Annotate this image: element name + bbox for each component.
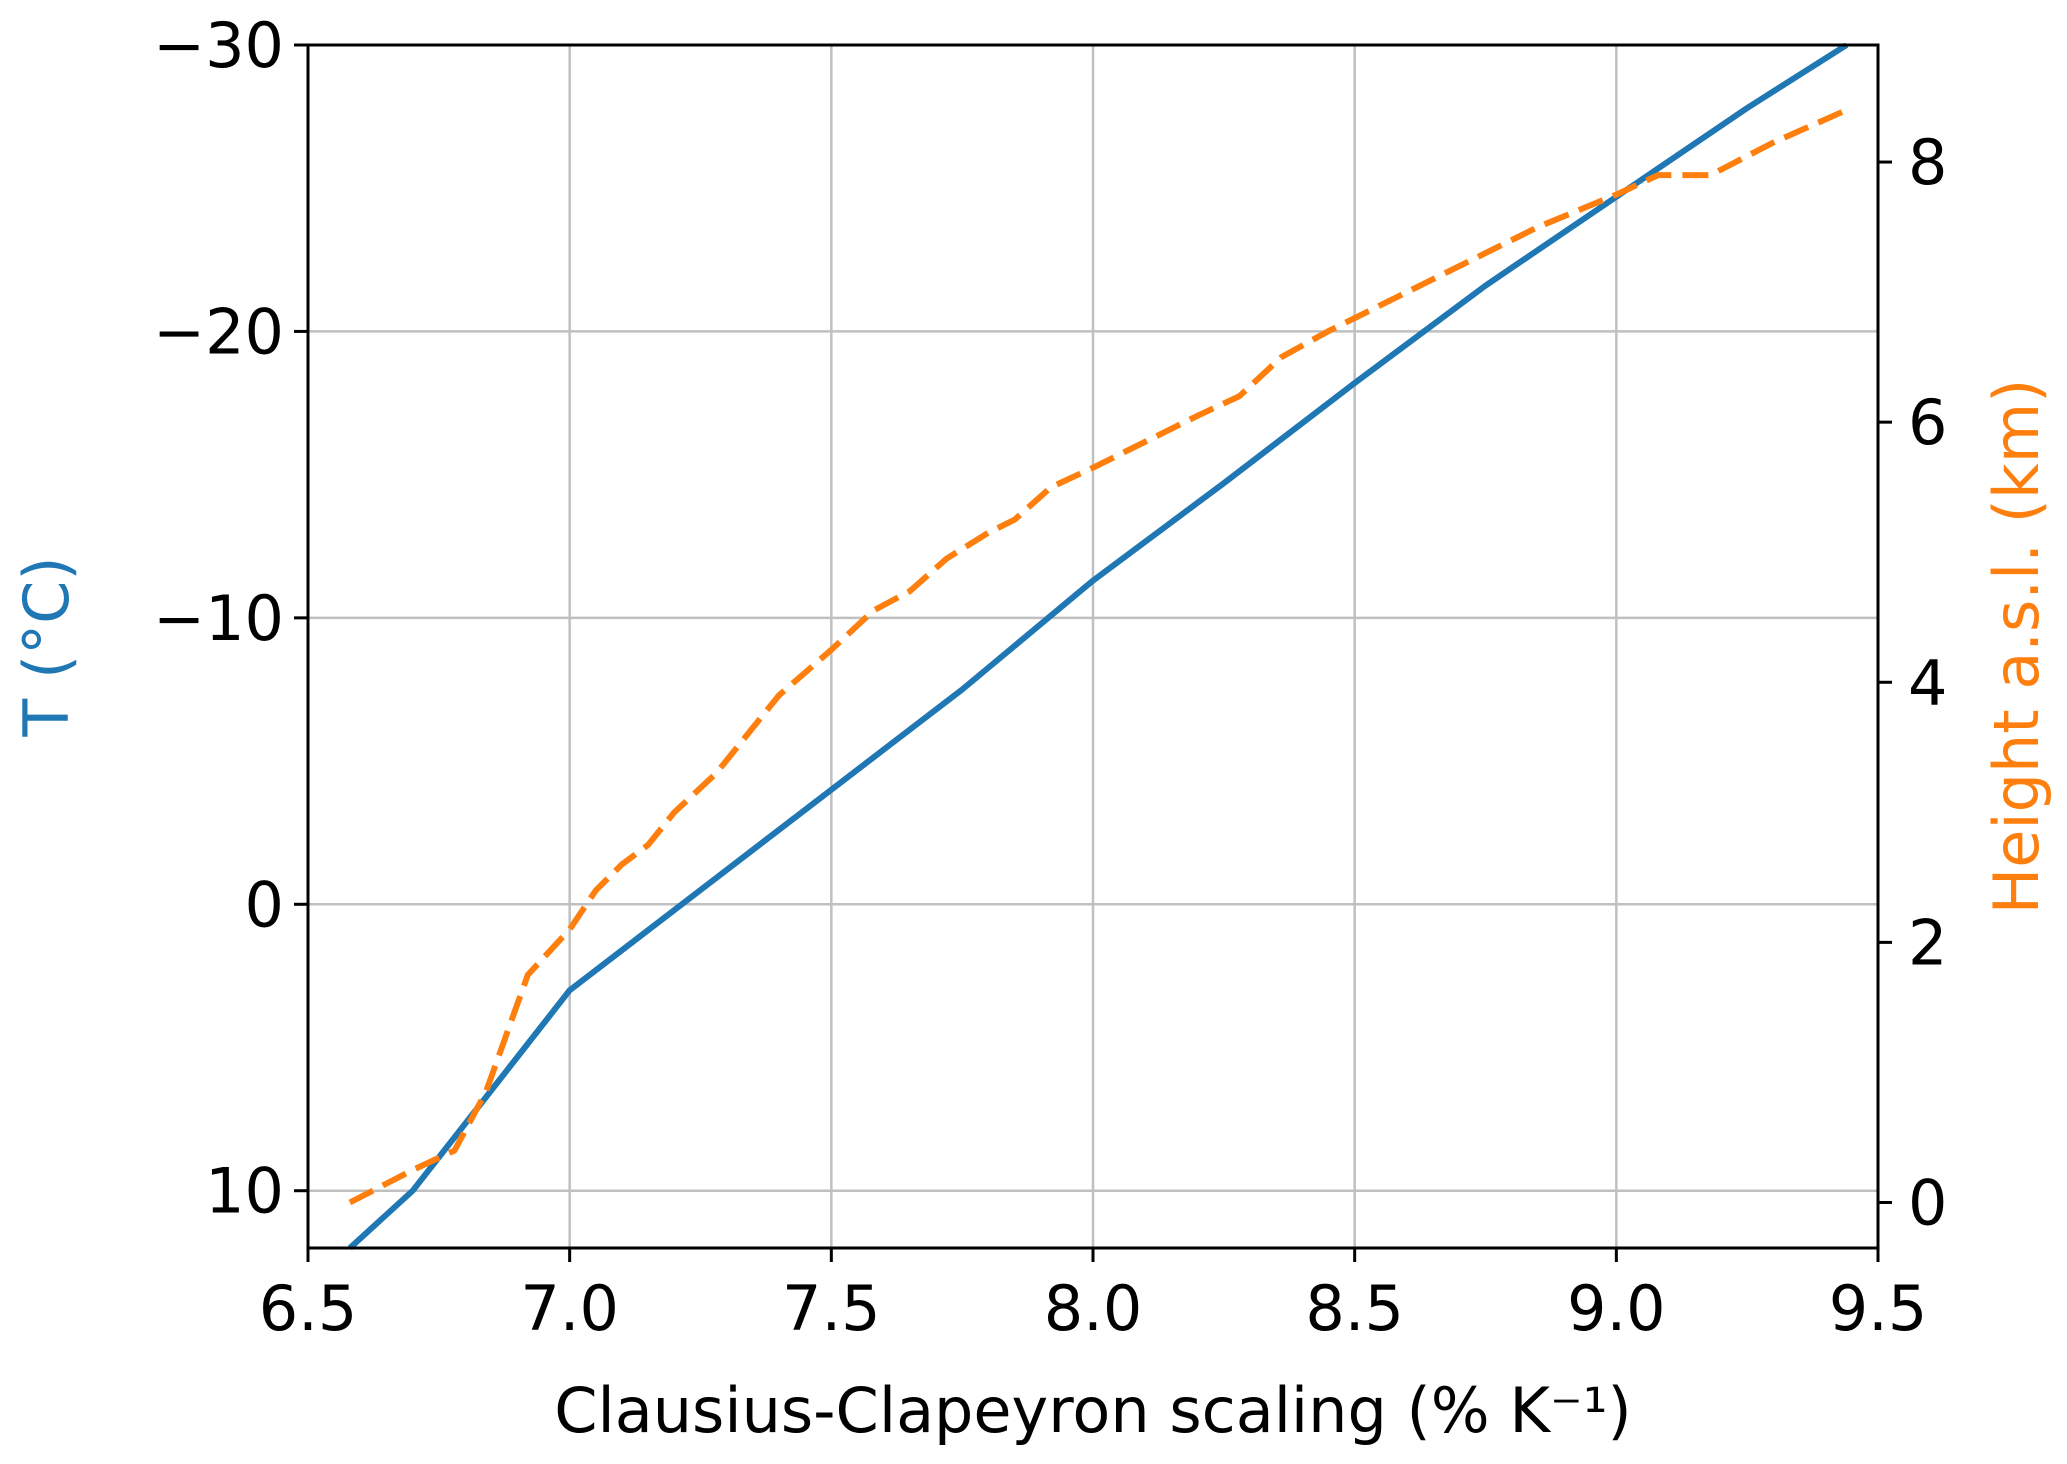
x-tick-label: 8.5 [1305, 1272, 1404, 1345]
x-tick-label: 7.0 [520, 1272, 619, 1345]
height-line [348, 107, 1848, 1206]
temperature-line [347, 43, 1849, 1250]
x-tick-label: 9.5 [1829, 1272, 1928, 1345]
grid [306, 43, 1880, 1248]
y-right-tick-label: 8 [1908, 126, 1947, 199]
x-tick-label: 7.5 [782, 1272, 881, 1345]
plot-area [347, 43, 1849, 1250]
ticks: 6.5 7.0 7.5 8.0 8.5 9.0 9.5 −30 −20 −10 0 10 0 2 4 6 8 [153, 9, 1947, 1345]
y-left-tick-label: −30 [153, 9, 284, 82]
y-left-tick-label: −20 [153, 295, 284, 368]
y-right-tick-label: 0 [1908, 1166, 1947, 1239]
y-left-tick-label: −10 [153, 582, 284, 655]
x-axis-title: Clausius-Clapeyron scaling (% K⁻¹) [554, 1374, 1632, 1447]
y-axis-left-title: T (°C) [10, 556, 83, 737]
y-right-tick-label: 4 [1908, 646, 1947, 719]
y-left-tick-label: 10 [205, 1155, 284, 1228]
x-tick-label: 9.0 [1567, 1272, 1666, 1345]
x-tick-label: 6.5 [259, 1272, 358, 1345]
y-right-tick-label: 6 [1908, 386, 1947, 459]
y-axis-right-title: Height a.s.l. (km) [1980, 379, 2053, 915]
y-right-tick-label: 2 [1908, 906, 1947, 979]
y-left-tick-label: 0 [245, 868, 284, 941]
x-tick-label: 8.0 [1044, 1272, 1143, 1345]
